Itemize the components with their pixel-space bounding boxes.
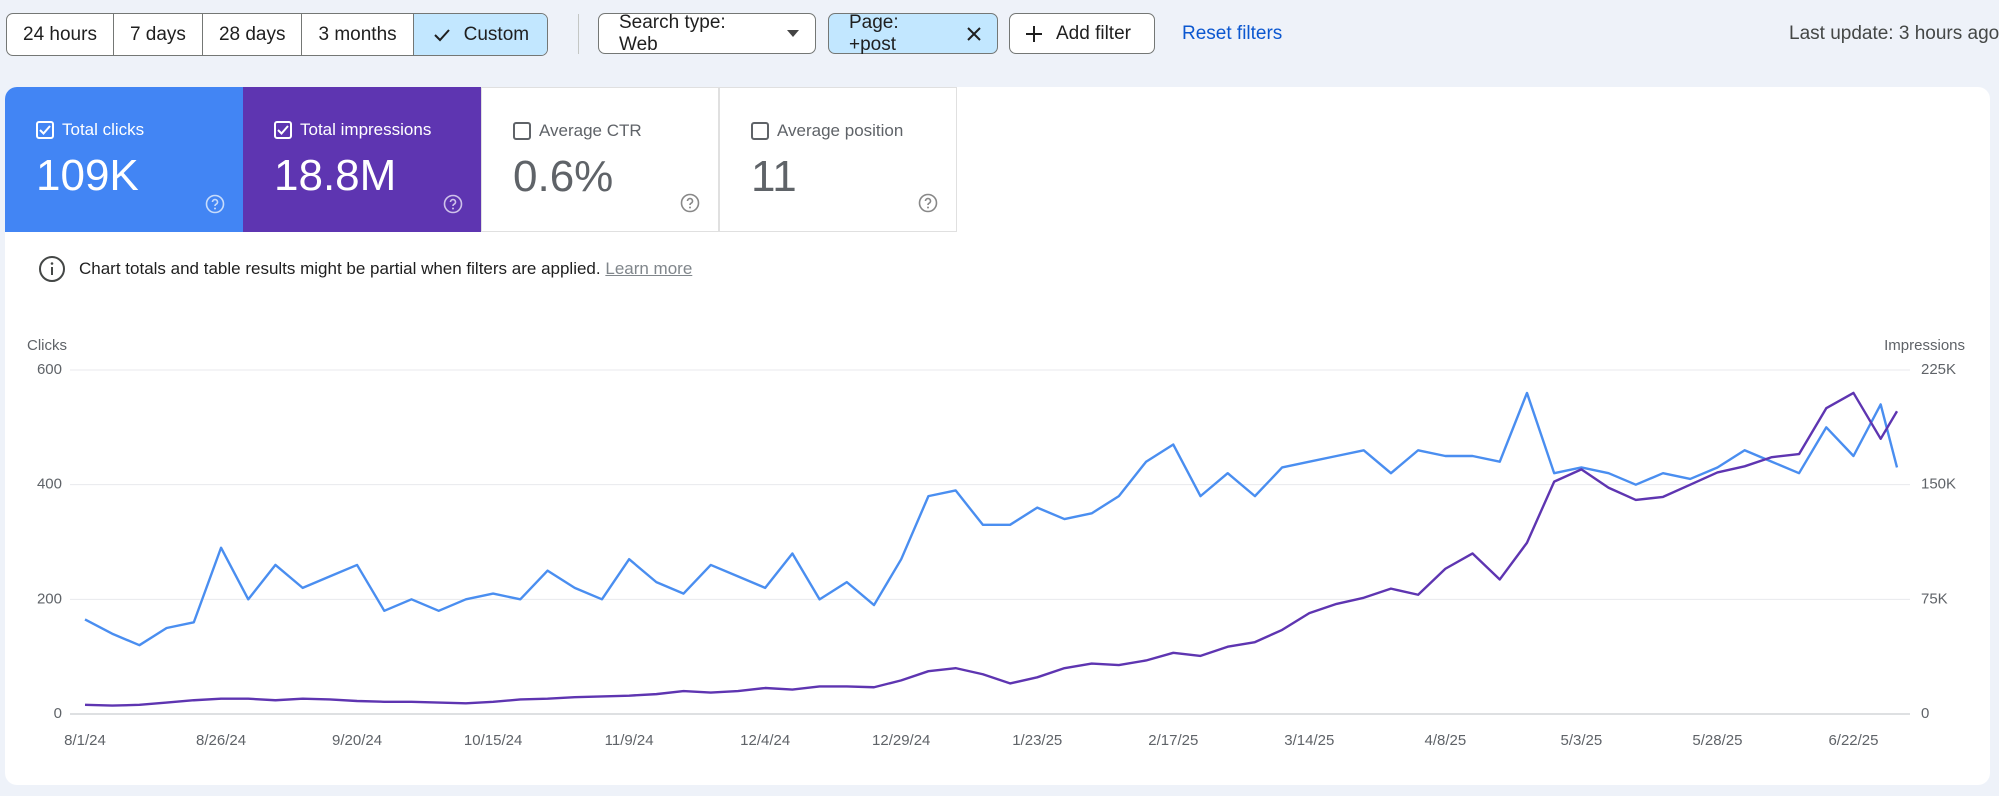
y-axis-title: Clicks	[27, 337, 67, 354]
metric-label: Total clicks	[62, 120, 145, 139]
x-tick-label: 5/28/25	[1692, 732, 1742, 749]
checkbox	[513, 122, 531, 140]
notice-text: Chart totals and table results might be …	[79, 259, 601, 278]
metric-value: 18.8M	[274, 151, 397, 200]
date-range-group: 24 hours 7 days 28 days 3 months Custom	[6, 13, 549, 56]
y-tick-label: 600	[37, 361, 62, 378]
metric-label: Total impressions	[300, 120, 432, 139]
reset-filters-link[interactable]: Reset filters	[1182, 23, 1283, 44]
y2-tick-label: 0	[1921, 705, 1929, 722]
y-tick-label: 400	[37, 476, 62, 493]
dropdown-icon	[787, 29, 799, 37]
page-filter-chip[interactable]: Page: +post	[828, 11, 998, 55]
last-update: Last update: 3 hours ago	[1789, 23, 1999, 44]
range-label: Custom	[463, 23, 530, 45]
help-icon[interactable]	[680, 193, 700, 213]
x-tick-label: 12/29/24	[872, 732, 930, 749]
checkbox	[274, 121, 292, 139]
y-tick-label: 200	[37, 590, 62, 607]
remove-icon[interactable]	[967, 26, 981, 41]
x-tick-label: 8/26/24	[196, 732, 246, 749]
metric-card[interactable]: Average position 11	[719, 87, 957, 232]
x-tick-label: 1/23/25	[1012, 732, 1062, 749]
x-tick-label: 5/3/25	[1561, 732, 1603, 749]
x-tick-label: 10/15/24	[464, 732, 522, 749]
x-tick-label: 8/1/24	[64, 732, 106, 749]
help-icon[interactable]	[918, 193, 938, 213]
add-filter-label: Add filter	[1056, 22, 1131, 44]
series-line	[84, 391, 1899, 707]
metric-card[interactable]: Total clicks 109K	[5, 87, 243, 232]
x-tick-label: 4/8/25	[1425, 732, 1467, 749]
divider	[578, 14, 579, 54]
y2-tick-label: 150K	[1921, 476, 1956, 493]
metric-value: 11	[751, 152, 797, 201]
x-tick-label: 12/4/24	[740, 732, 790, 749]
metric-card[interactable]: Total impressions 18.8M	[243, 87, 481, 232]
range-button[interactable]: 24 hours	[7, 14, 114, 55]
range-button[interactable]: 7 days	[114, 14, 203, 55]
y2-tick-label: 225K	[1921, 361, 1956, 378]
y-tick-label: 0	[54, 705, 62, 722]
range-button[interactable]: 28 days	[203, 14, 303, 55]
x-tick-label: 9/20/24	[332, 732, 382, 749]
plus-icon	[1026, 25, 1042, 42]
series-line	[84, 391, 1899, 647]
page-filter-label: Page: +post	[849, 11, 899, 55]
help-icon[interactable]	[205, 194, 225, 214]
y2-axis-title: Impressions	[1884, 337, 1965, 354]
range-button[interactable]: Custom	[413, 14, 548, 55]
metric-card[interactable]: Average CTR 0.6%	[481, 87, 719, 232]
x-tick-label: 11/9/24	[605, 732, 654, 749]
x-tick-label: 2/17/25	[1148, 732, 1198, 749]
metric-value: 109K	[36, 151, 139, 200]
search-type-label: Search type: Web	[619, 11, 726, 55]
checkbox	[751, 122, 769, 140]
notice: Chart totals and table results might be …	[79, 259, 692, 279]
metric-value: 0.6%	[513, 152, 614, 201]
add-filter-button[interactable]: Add filter	[1009, 13, 1155, 54]
x-tick-label: 6/22/25	[1828, 732, 1878, 749]
y2-tick-label: 75K	[1921, 590, 1948, 607]
check-icon	[433, 28, 450, 41]
metric-label: Average CTR	[539, 121, 642, 140]
x-tick-label: 3/14/25	[1284, 732, 1334, 749]
range-button[interactable]: 3 months	[302, 14, 414, 55]
checkbox	[36, 121, 54, 139]
search-type-button[interactable]: Search type: Web	[598, 11, 816, 55]
metric-label: Average position	[777, 121, 904, 140]
learn-more-link[interactable]: Learn more	[605, 259, 693, 278]
help-icon[interactable]	[443, 194, 463, 214]
info-icon	[39, 256, 65, 282]
